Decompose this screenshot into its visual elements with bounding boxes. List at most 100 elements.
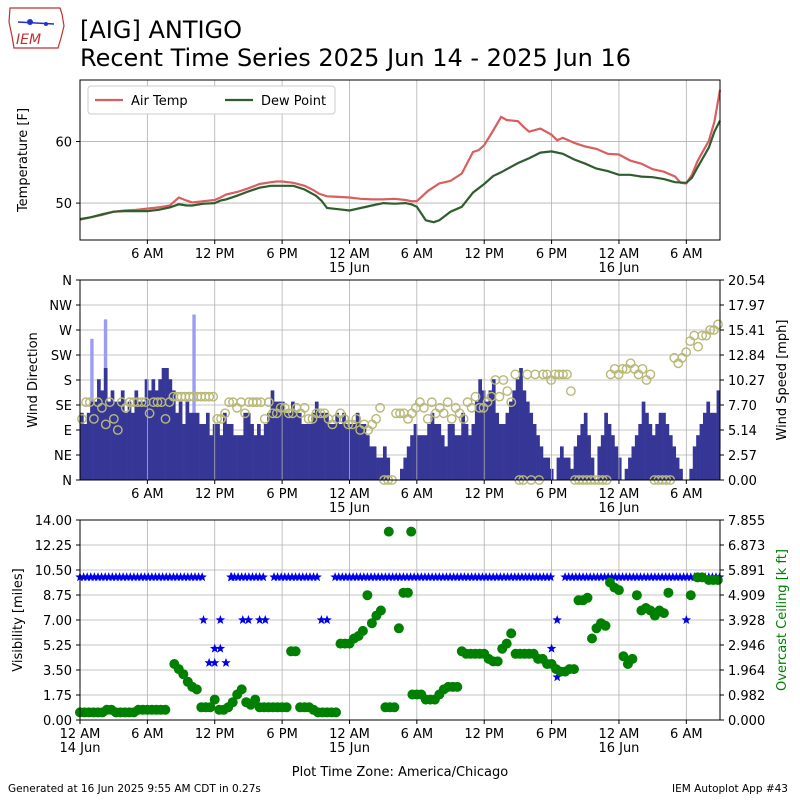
- speed-bar: [372, 446, 377, 480]
- wind-xtick-label: 6 AM: [401, 487, 434, 502]
- footer-generated: Generated at 16 Jun 2025 9:55 AM CDT in …: [8, 783, 261, 795]
- visibility-point: [459, 572, 470, 582]
- ceiling-ytick-label: 1.964: [728, 664, 765, 679]
- visibility-point: [269, 572, 279, 582]
- speed-bar: [117, 401, 122, 480]
- vis-xtick-label: 12 AM: [60, 727, 101, 742]
- visibility-point: [82, 572, 92, 582]
- temp-xtick-label: 12 PM: [195, 247, 235, 262]
- visibility-point: [150, 572, 161, 582]
- speed-bar: [131, 412, 135, 480]
- wind-speed-label: 12.84: [728, 349, 765, 364]
- visibility-point: [215, 643, 226, 653]
- direction-point: [422, 413, 433, 424]
- legend-box: [87, 85, 336, 115]
- visibility-point: [366, 572, 376, 582]
- speed-bar: [161, 368, 166, 480]
- direction-point: [303, 413, 314, 424]
- speed-bar: [423, 435, 428, 480]
- visibility-point: [603, 572, 613, 582]
- ceiling-point: [663, 587, 674, 598]
- speed-bar: [508, 401, 513, 480]
- visibility-point: [362, 572, 373, 582]
- speed-bar: [134, 390, 139, 480]
- direction-point: [220, 408, 231, 419]
- visibility-point: [628, 572, 639, 582]
- speed-bar: [587, 435, 591, 480]
- speed-bar: [464, 424, 469, 480]
- ceiling-point: [205, 702, 216, 713]
- visibility-point: [456, 572, 466, 582]
- visibility-point: [114, 572, 125, 582]
- wind-y2label: Wind Speed [mph]: [775, 320, 790, 441]
- direction-point: [442, 397, 453, 408]
- visibility-point: [538, 572, 549, 582]
- speed-bar: [100, 390, 105, 480]
- visibility-point: [524, 572, 534, 582]
- speed-bar: [713, 412, 717, 480]
- visibility-point: [247, 572, 258, 582]
- temp-xtick-label: 6 AM: [670, 247, 703, 262]
- speed-bar: [502, 424, 506, 480]
- visibility-point: [513, 572, 524, 582]
- speed-bar: [406, 446, 411, 480]
- speed-bar: [250, 424, 254, 480]
- legend-label: Dew Point: [261, 94, 326, 109]
- visibility-point: [157, 572, 168, 582]
- direction-point: [251, 397, 262, 408]
- ceiling-ylabel: Overcast Ceiling [k ft]: [775, 549, 790, 691]
- speed-bar: [260, 435, 265, 480]
- wind-dir-label: SE: [56, 399, 72, 414]
- temp-frame: [79, 79, 721, 241]
- ceiling-point: [366, 618, 377, 629]
- visibility-point: [660, 572, 671, 582]
- speed-bar: [440, 435, 445, 480]
- visibility-point: [492, 572, 502, 582]
- vis-xtick-label: 12 PM: [195, 727, 235, 742]
- direction-point: [494, 391, 505, 402]
- visibility-point: [290, 572, 301, 582]
- direction-point: [275, 402, 286, 413]
- visibility-point: [434, 572, 445, 582]
- visibility-point: [639, 572, 649, 582]
- speed-bar: [103, 368, 108, 480]
- speed-bar: [382, 446, 387, 480]
- direction-point: [136, 397, 147, 408]
- direction-point: [530, 369, 541, 380]
- speed-bar: [597, 446, 602, 480]
- direction-point: [152, 397, 163, 408]
- wind-speed-label: 20.54: [728, 274, 765, 289]
- speed-bar: [297, 412, 302, 480]
- direction-point: [498, 375, 509, 385]
- visibility-point: [596, 572, 606, 582]
- speed-bar: [127, 401, 132, 480]
- speed-bar: [199, 424, 203, 480]
- vis-ytick-label: 1.75: [43, 689, 72, 704]
- visibility-point: [210, 657, 220, 667]
- visibility-point: [254, 615, 265, 624]
- speed-bar: [525, 401, 530, 480]
- vis-xtick-label: 6 PM: [266, 727, 297, 742]
- visibility-point: [560, 572, 570, 582]
- direction-point: [681, 347, 692, 358]
- visibility-point: [552, 615, 562, 624]
- visibility-point: [646, 572, 656, 582]
- speed-bar: [120, 390, 125, 480]
- visibility-point: [204, 657, 214, 667]
- speed-bar: [560, 446, 564, 480]
- visibility-point: [147, 572, 157, 582]
- speed-bar: [80, 412, 84, 480]
- visibility-point: [391, 572, 401, 582]
- speed-bar: [696, 435, 700, 480]
- vis-ytick-label: 7.00: [43, 614, 72, 629]
- speed-bar: [219, 435, 224, 480]
- visibility-point: [125, 572, 136, 582]
- speed-bar: [348, 424, 353, 480]
- wind-xtick-sublabel: 16 Jun: [598, 501, 639, 516]
- temp-xtick-label: 6 AM: [131, 247, 164, 262]
- visibility-point: [477, 572, 488, 582]
- speed-bar: [471, 424, 476, 480]
- speed-bar: [536, 435, 540, 480]
- speed-bar: [645, 412, 649, 480]
- visibility-point: [657, 572, 667, 582]
